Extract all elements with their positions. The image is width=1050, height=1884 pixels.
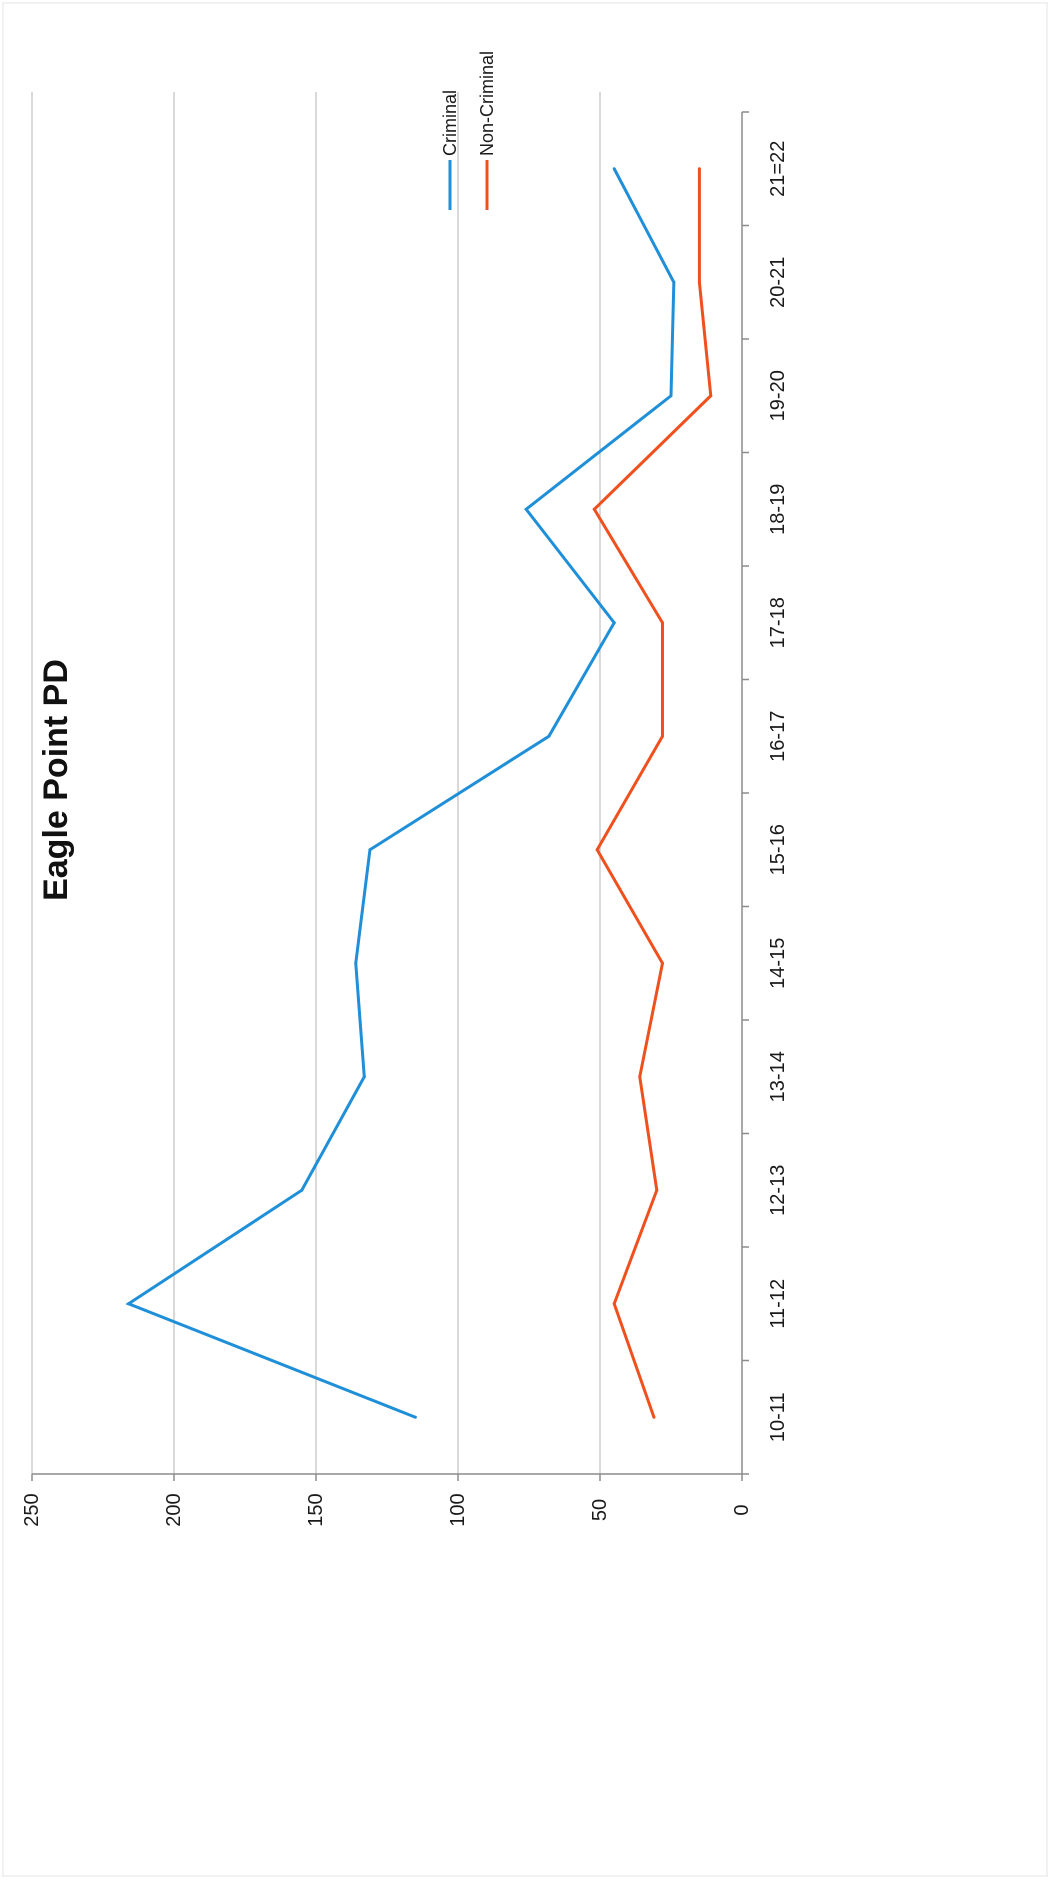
category-tick-label: 17-18 [767,597,789,648]
data-point-criminal [354,961,358,965]
category-tick-marks [31,111,749,1481]
data-point-non-criminal [660,621,664,625]
series-lines [125,167,713,1419]
data-point-non-criminal [638,1075,642,1079]
category-tick-label: 19-20 [767,370,789,421]
data-point-non-criminal [592,507,596,511]
value-tick-labels: 0 50 100 150 200 250 [21,1493,753,1526]
value-tick-label: 100 [447,1493,469,1526]
data-point-non-criminal [655,1188,659,1192]
data-point-non-criminal [612,1302,616,1306]
legend-label-criminal: Criminal [440,90,460,156]
category-tick-label: 16-17 [767,711,789,762]
category-tick-label: 21=22 [767,141,789,197]
category-tick-label: 12-13 [767,1165,789,1216]
data-point-criminal [612,167,616,171]
series-line-non-criminal [592,168,713,1418]
value-tick-label: 50 [589,1499,611,1521]
category-tick-label: 15-16 [767,824,789,875]
data-point-criminal [547,734,551,738]
value-tick-label: 200 [163,1493,185,1526]
category-tick-label: 13-14 [767,1051,789,1102]
data-point-criminal [524,507,528,511]
gridlines [31,92,601,1474]
value-tick-label: 250 [21,1493,43,1526]
chart-title: Eagle Point PD [37,659,75,901]
data-point-non-criminal [697,280,701,284]
category-tick-label: 14-15 [767,938,789,989]
category-tick-label: 18-19 [767,484,789,535]
category-tick-label: 10-11 [767,1392,789,1442]
data-point-non-criminal [660,961,664,965]
category-tick-label: 11-12 [767,1279,789,1329]
category-tick-labels: 10-11 11-12 12-13 13-14 14-15 15-16 16-17 17-18… [767,141,789,1442]
data-point-non-criminal [595,848,599,852]
value-tick-label: 150 [305,1493,327,1526]
data-point-criminal [612,621,616,625]
data-point-criminal [362,1075,366,1079]
data-point-non-criminal [652,1415,656,1419]
data-point-criminal [368,848,372,852]
data-point-non-criminal [697,167,701,171]
data-point-criminal [127,1302,131,1306]
data-point-criminal [300,1188,304,1192]
data-point-criminal [669,394,673,398]
value-tick-label: 0 [731,1504,753,1515]
data-point-non-criminal [709,394,713,398]
legend: Criminal Non-Criminal [440,51,497,210]
data-point-criminal [413,1415,417,1419]
data-point-criminal [672,280,676,284]
data-point-non-criminal [660,734,664,738]
category-tick-label: 20-21 [767,257,789,308]
legend-label-non-criminal: Non-Criminal [477,51,497,156]
series-line-criminal [125,168,676,1419]
